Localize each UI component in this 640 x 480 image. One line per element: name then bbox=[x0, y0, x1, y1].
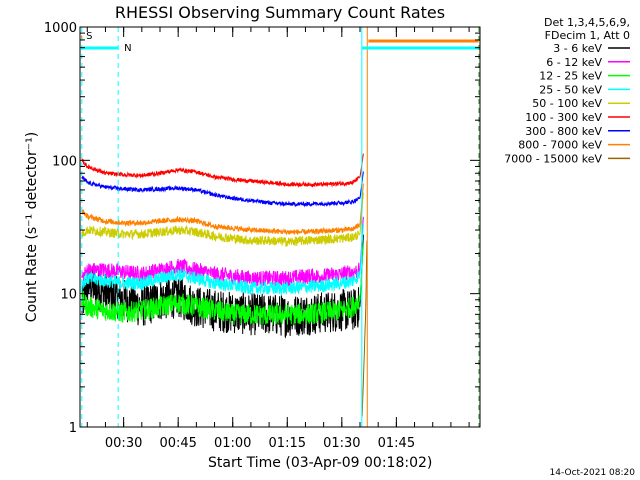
series-line-8 bbox=[361, 240, 368, 417]
y-tick-label: 1 bbox=[69, 421, 77, 436]
legend-label-2: 12 - 25 keV bbox=[539, 70, 602, 83]
legend-label-3: 25 - 50 keV bbox=[539, 83, 602, 96]
legend-label-1: 6 - 12 keV bbox=[546, 56, 602, 69]
legend-header-line: Det 1,3,4,5,6,9, bbox=[544, 16, 630, 29]
series-line-1 bbox=[81, 216, 364, 287]
y-axis: 1 10 100 1000 bbox=[44, 21, 480, 436]
series-line-7 bbox=[81, 183, 364, 236]
y-tick-label: 10 bbox=[60, 288, 77, 303]
legend-label-0: 3 - 6 keV bbox=[553, 42, 602, 55]
series-line-3 bbox=[81, 224, 364, 296]
x-tick-label: 00:45 bbox=[159, 436, 196, 451]
flag-layer: SN bbox=[81, 31, 479, 54]
x-tick-label: 01:30 bbox=[323, 436, 360, 451]
legend: Det 1,3,4,5,6,9,FDecim 1, Att 03 - 6 keV… bbox=[504, 16, 630, 165]
chart-title: RHESSI Observing Summary Count Rates bbox=[115, 3, 445, 22]
series-line-2 bbox=[81, 244, 364, 325]
flag-label-n: N bbox=[124, 43, 131, 54]
series-layer bbox=[81, 153, 368, 417]
legend-label-6: 300 - 800 keV bbox=[525, 125, 602, 138]
legend-label-4: 50 - 100 keV bbox=[532, 97, 602, 110]
x-axis: 00:30 00:45 01:00 01:15 01:30 01:45 bbox=[86, 27, 470, 451]
legend-label-5: 100 - 300 keV bbox=[525, 111, 602, 124]
vline-layer bbox=[81, 27, 480, 427]
x-tick-label: 00:30 bbox=[105, 436, 142, 451]
footer-timestamp: 14-Oct-2021 08:20 bbox=[550, 468, 636, 478]
y-tick-label: 1000 bbox=[44, 21, 77, 36]
legend-header-line: FDecim 1, Att 0 bbox=[545, 29, 630, 42]
x-tick-label: 01:15 bbox=[269, 436, 306, 451]
x-tick-label: 01:45 bbox=[378, 436, 415, 451]
y-tick-label: 100 bbox=[52, 154, 77, 169]
y-axis-label: Count Rate (s⁻¹ detector⁻¹) bbox=[24, 132, 40, 322]
legend-label-8: 7000 - 15000 keV bbox=[504, 152, 602, 165]
x-tick-label: 01:00 bbox=[214, 436, 251, 451]
series-line-4 bbox=[81, 192, 364, 248]
legend-label-7: 800 - 7000 keV bbox=[518, 139, 602, 152]
x-axis-label: Start Time (03-Apr-09 00:18:02) bbox=[208, 455, 432, 471]
series-line-6 bbox=[81, 171, 364, 208]
plot-frame bbox=[79, 26, 481, 428]
flag-label-s: S bbox=[86, 31, 92, 42]
series-line-5 bbox=[81, 153, 364, 188]
